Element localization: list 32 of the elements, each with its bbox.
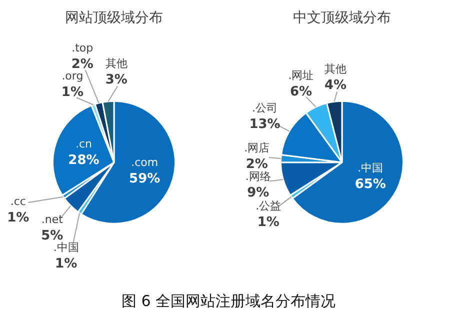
- data-label: 1%: [7, 210, 30, 226]
- data-label: 6%: [290, 84, 312, 100]
- slice-label: .net: [41, 212, 64, 226]
- slice-label: .网络: [245, 170, 271, 184]
- chart-title: 网站顶级域分布: [65, 10, 163, 26]
- data-label: 1%: [61, 84, 84, 100]
- data-label: 65%: [354, 177, 386, 192]
- slice-label: .top: [72, 41, 94, 54]
- slice-label: 其他: [105, 57, 128, 70]
- slice-label: .公益: [256, 199, 282, 212]
- chart-title: 中文顶级域分布: [293, 10, 391, 26]
- data-label: 9%: [247, 186, 270, 201]
- data-label: 2%: [71, 56, 94, 72]
- slice-label: .cn: [75, 137, 92, 150]
- data-label: 5%: [41, 228, 64, 244]
- data-label: 2%: [246, 157, 268, 172]
- slice-label: 其他: [324, 62, 347, 76]
- slice-label: .中国: [358, 162, 384, 175]
- data-label: 1%: [55, 256, 78, 272]
- data-label: 13%: [249, 117, 280, 132]
- caption: 图 6 全国网站注册域名分布情况: [120, 292, 337, 311]
- data-label: 3%: [105, 72, 128, 88]
- data-label: 4%: [324, 78, 347, 94]
- slice-label: .org: [62, 69, 84, 82]
- slice-label: .网店: [244, 142, 270, 155]
- slice-label: .公司: [252, 102, 278, 115]
- slice-label: .网址: [288, 69, 314, 82]
- slice-label: .com: [131, 156, 158, 170]
- data-label: 1%: [257, 214, 280, 230]
- slice-label: .中国: [53, 240, 79, 254]
- slice-label: .cc: [10, 195, 26, 208]
- data-label: 59%: [129, 172, 160, 187]
